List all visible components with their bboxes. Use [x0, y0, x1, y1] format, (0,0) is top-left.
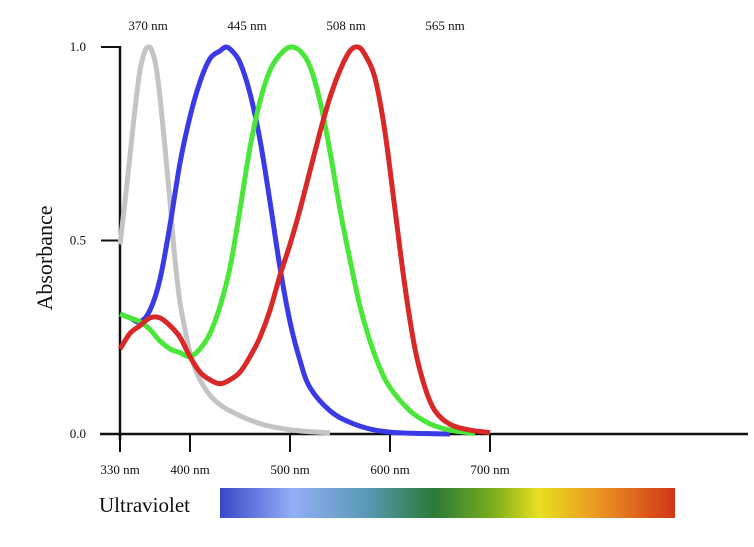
peak-label: 565 nm — [425, 18, 464, 33]
series-line-red — [117, 44, 491, 435]
x-tick-label: 500 nm — [270, 462, 309, 477]
series-line-blue — [119, 44, 451, 437]
x-tick-label: 700 nm — [470, 462, 509, 477]
x-tick-label: 330 nm — [100, 462, 139, 477]
spectrum-bar: Ultraviolet — [99, 488, 675, 518]
peak-label: 508 nm — [326, 18, 365, 33]
x-tick-label: 400 nm — [170, 462, 209, 477]
peak-label: 370 nm — [128, 18, 167, 33]
y-axis-title: Absorbance — [32, 205, 57, 310]
y-tick-label: 0.5 — [70, 233, 86, 248]
y-ticks: 0.0 0.5 1.0 — [70, 39, 120, 441]
x-ticks: 330 nm 400 nm 500 nm 600 nm 700 nm — [100, 434, 510, 477]
y-tick-label: 1.0 — [70, 39, 86, 54]
peak-labels: 370 nm 445 nm 508 nm 565 nm — [128, 18, 464, 33]
x-tick-label: 600 nm — [370, 462, 409, 477]
series-line-grey — [117, 44, 331, 436]
peak-label: 445 nm — [227, 18, 266, 33]
spectrum-gradient-bar — [220, 488, 675, 518]
series-line-green — [119, 44, 476, 436]
series-layer — [117, 44, 491, 437]
y-tick-label: 0.0 — [70, 426, 86, 441]
spectrum-bar-label: Ultraviolet — [99, 493, 190, 517]
